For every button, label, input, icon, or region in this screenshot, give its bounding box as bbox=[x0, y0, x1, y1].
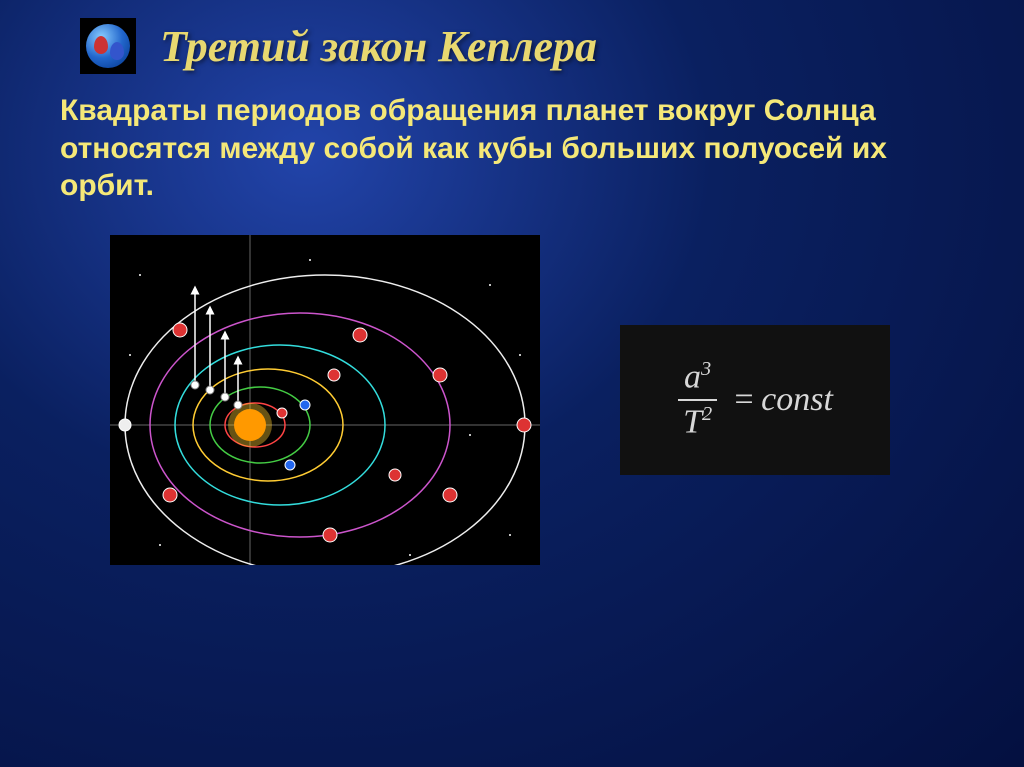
slide-title: Третий закон Кеплера bbox=[160, 21, 597, 72]
formula-equals: = bbox=[732, 381, 755, 419]
header: Третий закон Кеплера bbox=[0, 0, 1024, 82]
orbit-diagram bbox=[110, 235, 540, 565]
formula: a3 T2 = const bbox=[620, 325, 890, 475]
content-row: a3 T2 = const bbox=[0, 225, 1024, 565]
formula-num-base: a bbox=[684, 359, 701, 396]
formula-den-base: T bbox=[683, 403, 702, 440]
globe-icon bbox=[80, 18, 136, 74]
formula-den-exp: 2 bbox=[702, 403, 712, 425]
law-statement: Квадраты периодов обращения планет вокру… bbox=[0, 82, 1024, 225]
formula-rhs: const bbox=[761, 381, 833, 419]
formula-num-exp: 3 bbox=[701, 358, 711, 380]
